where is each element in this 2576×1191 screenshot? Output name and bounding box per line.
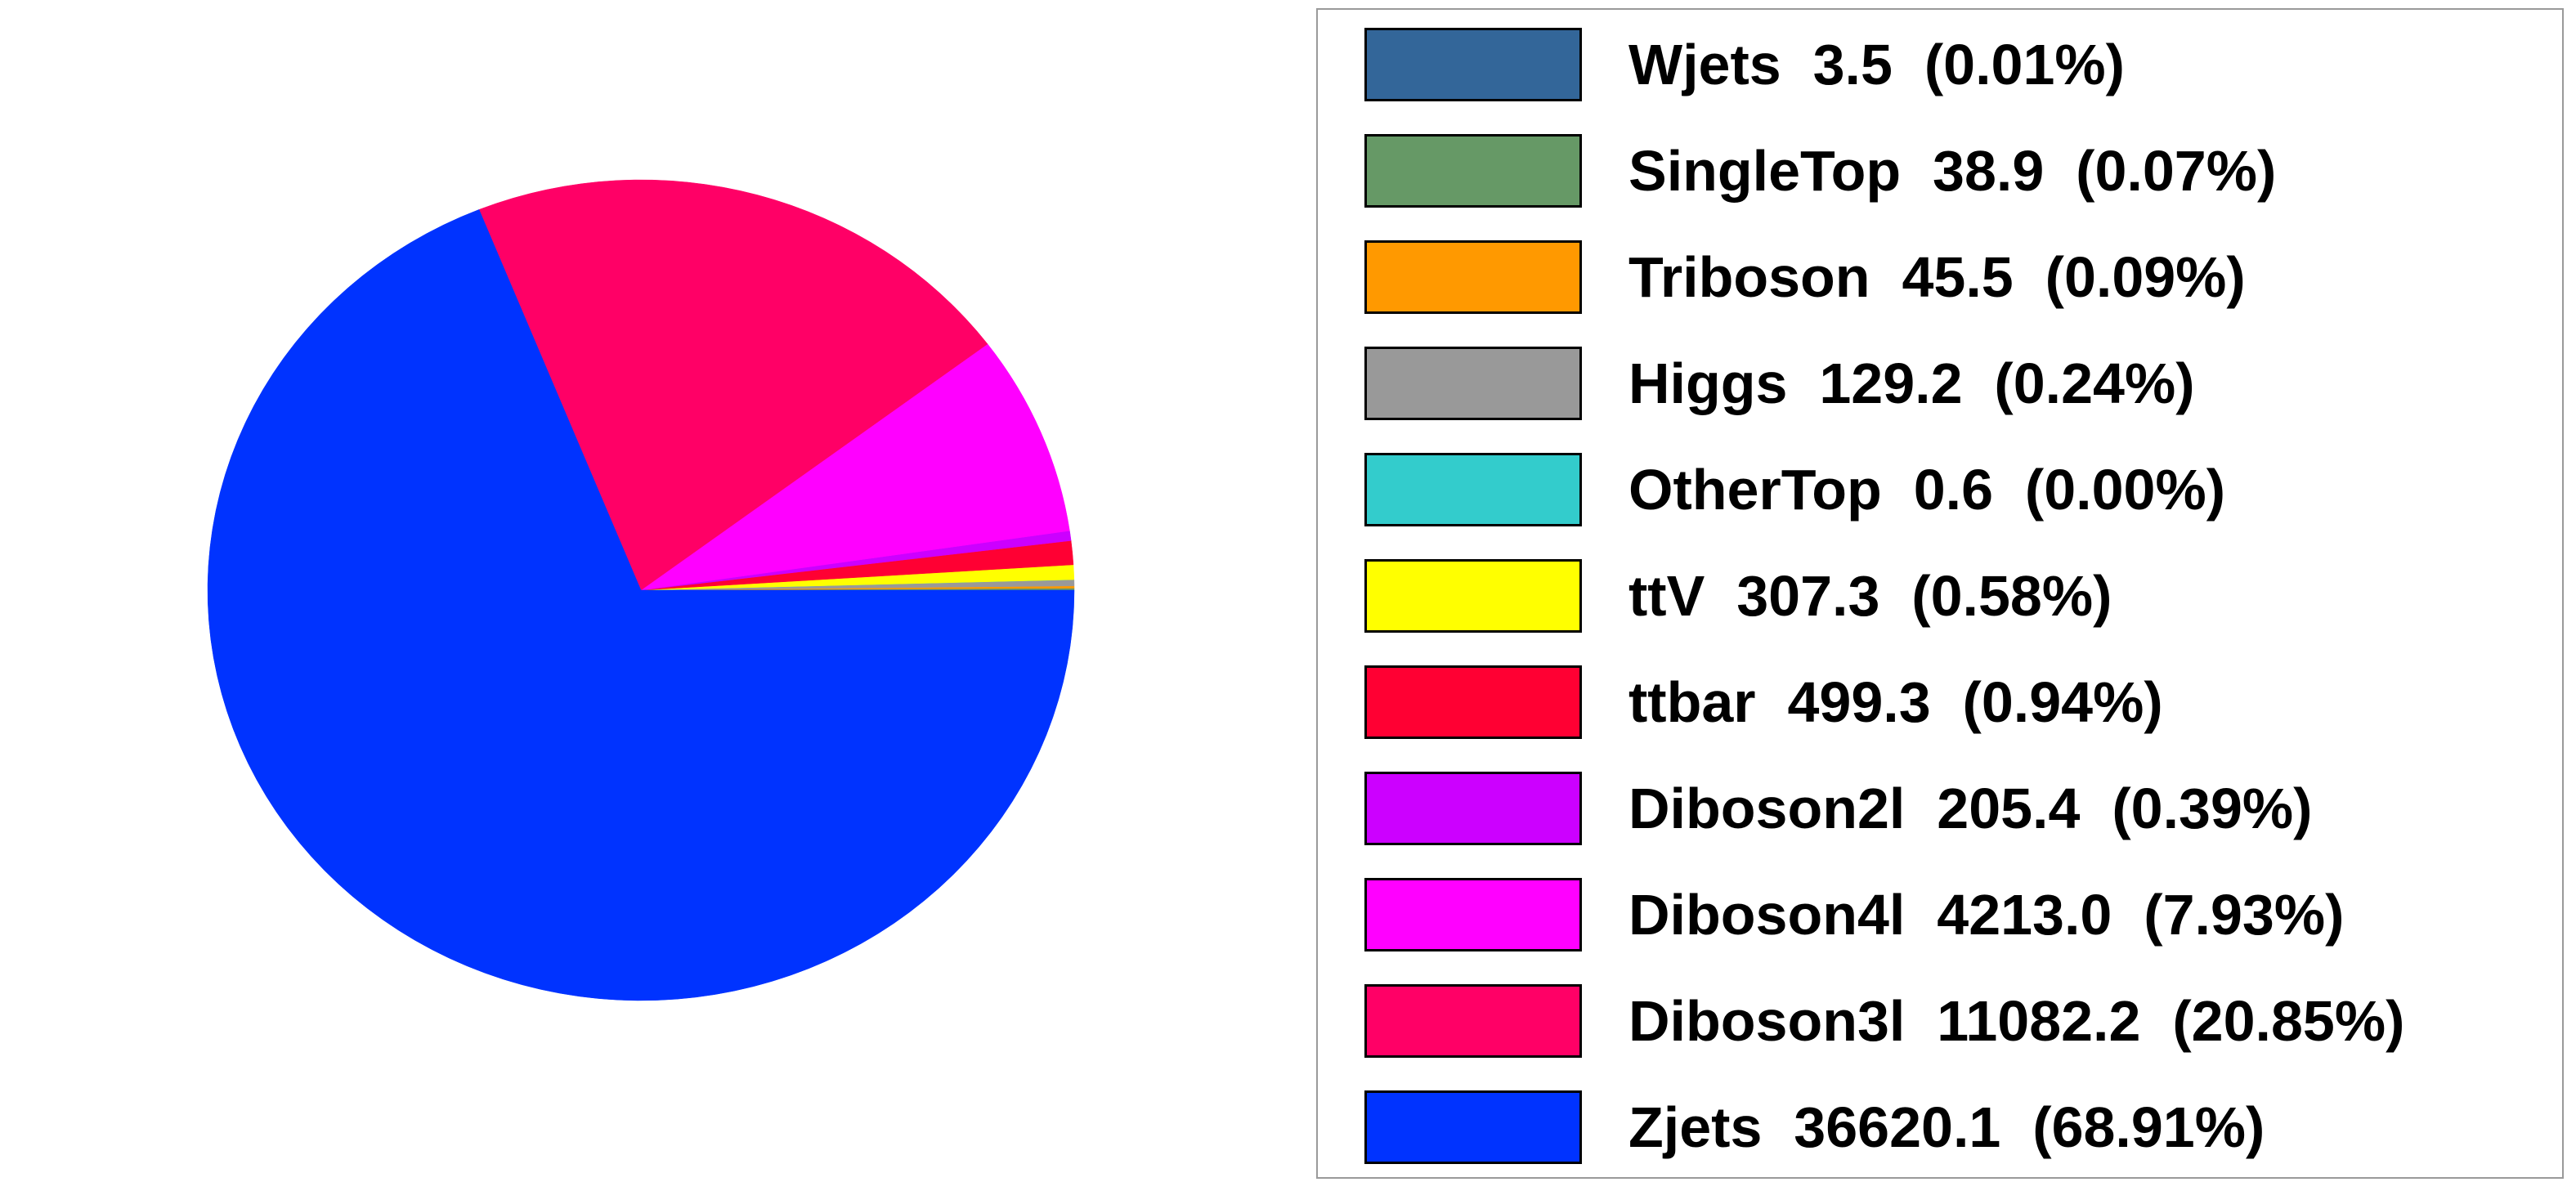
- legend-item-othertop: OtherTop 0.6 (0.00%): [1318, 435, 2562, 541]
- legend-label: Diboson2l 205.4 (0.39%): [1628, 777, 2313, 840]
- legend-label-percent: 0.24%: [2013, 351, 2176, 415]
- legend-item-diboson3l: Diboson3l 11082.2 (20.85%): [1318, 966, 2562, 1072]
- legend-label-value: 4213.0: [1937, 883, 2112, 947]
- pie-slice-diboson4l: [640, 343, 1070, 591]
- legend-label-percent: 0.07%: [2094, 139, 2257, 203]
- legend-label-name: Diboson3l: [1628, 989, 1906, 1053]
- legend-swatch: [1364, 878, 1582, 951]
- legend-label: ttbar 499.3 (0.94%): [1628, 670, 2163, 734]
- legend-label-value: 307.3: [1736, 564, 1880, 628]
- legend-swatch: [1364, 28, 1582, 101]
- legend-item-higgs: Higgs 129.2 (0.24%): [1318, 329, 2562, 435]
- legend-label-value: 205.4: [1937, 777, 2081, 840]
- pie-chart: [207, 179, 1075, 1001]
- legend-label-percent: 0.39%: [2130, 777, 2294, 840]
- legend-label-value: 38.9: [1933, 139, 2045, 203]
- legend-swatch: [1364, 772, 1582, 845]
- legend-item-triboson: Triboson 45.5 (0.09%): [1318, 222, 2562, 329]
- pie-slice-zjets: [207, 209, 1075, 1001]
- legend-label: Higgs 129.2 (0.24%): [1628, 351, 2195, 415]
- legend-label-value: 45.5: [1902, 245, 2014, 309]
- legend-label: Diboson3l 11082.2 (20.85%): [1628, 989, 2405, 1053]
- legend-label: Wjets 3.5 (0.01%): [1628, 33, 2125, 96]
- legend: Wjets 3.5 (0.01%) SingleTop 38.9 (0.07%) T…: [1316, 8, 2564, 1179]
- legend-item-diboson2l: Diboson2l 205.4 (0.39%): [1318, 754, 2562, 860]
- legend-label-value: 0.6: [1913, 458, 1993, 522]
- legend-item-singletop: SingleTop 38.9 (0.07%): [1318, 116, 2562, 222]
- legend-label-value: 11082.2: [1937, 989, 2141, 1053]
- legend-swatch: [1364, 559, 1582, 633]
- legend-label-name: ttbar: [1628, 670, 1756, 734]
- legend-item-ttv: ttV 307.3 (0.58%): [1318, 541, 2562, 647]
- legend-swatch: [1364, 665, 1582, 739]
- legend-label-percent: 0.09%: [2063, 245, 2227, 309]
- legend-label-name: SingleTop: [1628, 139, 1902, 203]
- legend-label: Triboson 45.5 (0.09%): [1628, 245, 2246, 309]
- legend-swatch: [1364, 240, 1582, 314]
- legend-swatch: [1364, 1090, 1582, 1164]
- legend-label-percent: 0.01%: [1943, 33, 2106, 96]
- legend-label-value: 36620.1: [1794, 1095, 2001, 1159]
- legend-label-name: OtherTop: [1628, 458, 1882, 522]
- legend-label: Diboson4l 4213.0 (7.93%): [1628, 883, 2345, 947]
- legend-label-percent: 7.93%: [2162, 883, 2326, 947]
- pie-slice-diboson3l: [478, 179, 988, 591]
- legend-swatch: [1364, 134, 1582, 208]
- legend-label-percent: 20.85%: [2191, 989, 2386, 1053]
- legend-label-name: Diboson4l: [1628, 883, 1906, 947]
- legend-label-value: 129.2: [1819, 351, 1963, 415]
- legend-item-ttbar: ttbar 499.3 (0.94%): [1318, 647, 2562, 754]
- legend-label-name: Wjets: [1628, 33, 1781, 96]
- legend-swatch: [1364, 347, 1582, 420]
- legend-label-percent: 0.58%: [1930, 564, 2094, 628]
- legend-label: SingleTop 38.9 (0.07%): [1628, 139, 2277, 203]
- legend-label: ttV 307.3 (0.58%): [1628, 564, 2112, 628]
- legend-label-percent: 0.94%: [1981, 670, 2144, 734]
- legend-swatch: [1364, 984, 1582, 1058]
- legend-label: OtherTop 0.6 (0.00%): [1628, 458, 2226, 522]
- legend-label-name: ttV: [1628, 564, 1705, 628]
- legend-label-name: Zjets: [1628, 1095, 1763, 1159]
- legend-swatch: [1364, 453, 1582, 526]
- legend-label-value: 499.3: [1787, 670, 1931, 734]
- legend-label-percent: 0.00%: [2044, 458, 2206, 522]
- legend-label-name: Higgs: [1628, 351, 1788, 415]
- legend-label-percent: 68.91%: [2051, 1095, 2246, 1159]
- legend-label-value: 3.5: [1812, 33, 1893, 96]
- legend-item-diboson4l: Diboson4l 4213.0 (7.93%): [1318, 860, 2562, 966]
- legend-item-wjets: Wjets 3.5 (0.01%): [1318, 10, 2562, 116]
- legend-label-name: Triboson: [1628, 245, 1870, 309]
- legend-label: Zjets 36620.1 (68.91%): [1628, 1095, 2265, 1159]
- legend-item-zjets: Zjets 36620.1 (68.91%): [1318, 1072, 2562, 1179]
- legend-label-name: Diboson2l: [1628, 777, 1906, 840]
